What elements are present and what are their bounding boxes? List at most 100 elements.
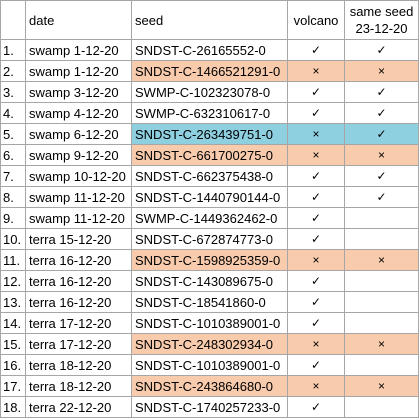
header-cell-volcano[interactable]: volcano xyxy=(287,0,345,40)
cell-row-number[interactable]: 7. xyxy=(0,165,26,187)
cell-same-seed[interactable]: × xyxy=(344,60,419,82)
cell-date[interactable]: swamp 11-12-20 xyxy=(25,207,132,229)
cell-seed[interactable]: SNDST-C-1466521291-0 xyxy=(131,60,288,82)
cell-volcano[interactable]: ✓ xyxy=(287,270,345,292)
cell-date[interactable]: terra 17-12-20 xyxy=(25,312,132,334)
cell-volcano[interactable]: ✓ xyxy=(287,165,345,187)
cell-date[interactable]: terra 17-12-20 xyxy=(25,333,132,355)
cell-date[interactable]: swamp 1-12-20 xyxy=(25,60,132,82)
cell-same-seed[interactable]: ✓ xyxy=(344,39,419,61)
cell-date[interactable]: swamp 1-12-20 xyxy=(25,39,132,61)
cell-date[interactable]: swamp 4-12-20 xyxy=(25,102,132,124)
cell-same-seed[interactable]: ✓ xyxy=(344,165,419,187)
cell-volcano[interactable]: ✓ xyxy=(287,207,345,229)
cell-same-seed[interactable]: × xyxy=(344,333,419,355)
cell-date[interactable]: swamp 3-12-20 xyxy=(25,81,132,103)
cell-same-seed[interactable]: × xyxy=(344,249,419,271)
cell-same-seed[interactable] xyxy=(344,270,419,292)
cell-seed[interactable]: SNDST-C-263439751-0 xyxy=(131,123,288,145)
cell-seed[interactable]: SNDST-C-1010389001-0 xyxy=(131,312,288,334)
header-cell-seed[interactable]: seed xyxy=(131,0,288,40)
cell-seed[interactable]: SNDST-C-1740257233-0 xyxy=(131,396,288,418)
cell-volcano[interactable]: × xyxy=(287,60,345,82)
cell-row-number[interactable]: 12. xyxy=(0,270,26,292)
cell-volcano[interactable]: ✓ xyxy=(287,354,345,376)
cell-seed[interactable]: SNDST-C-661700275-0 xyxy=(131,144,288,166)
cell-seed[interactable]: SWMP-C-1449362462-0 xyxy=(131,207,288,229)
cell-date[interactable]: terra 18-12-20 xyxy=(25,375,132,397)
cell-volcano[interactable]: ✓ xyxy=(287,102,345,124)
cell-row-number[interactable]: 18. xyxy=(0,396,26,418)
cell-seed[interactable]: SNDST-C-672874773-0 xyxy=(131,228,288,250)
cell-row-number[interactable]: 17. xyxy=(0,375,26,397)
cell-row-number[interactable]: 1. xyxy=(0,39,26,61)
cell-date[interactable]: terra 18-12-20 xyxy=(25,354,132,376)
cell-same-seed[interactable]: ✓ xyxy=(344,102,419,124)
cell-volcano[interactable]: × xyxy=(287,144,345,166)
cell-seed[interactable]: SNDST-C-143089675-0 xyxy=(131,270,288,292)
cell-row-number[interactable]: 16. xyxy=(0,354,26,376)
cell-volcano[interactable]: ✓ xyxy=(287,396,345,418)
table-row: 18. terra 22-12-20 SNDST-C-1740257233-0 ✓ xyxy=(0,396,419,418)
cell-row-number[interactable]: 2. xyxy=(0,60,26,82)
cell-seed[interactable]: SNDST-C-243864680-0 xyxy=(131,375,288,397)
cell-seed[interactable]: SNDST-C-248302934-0 xyxy=(131,333,288,355)
cell-same-seed[interactable] xyxy=(344,396,419,418)
cell-volcano[interactable]: ✓ xyxy=(287,186,345,208)
cell-row-number[interactable]: 5. xyxy=(0,123,26,145)
cell-row-number[interactable]: 11. xyxy=(0,249,26,271)
cell-date[interactable]: swamp 9-12-20 xyxy=(25,144,132,166)
cell-seed[interactable]: SNDST-C-1440790144-0 xyxy=(131,186,288,208)
cell-volcano[interactable]: × xyxy=(287,333,345,355)
table-row: 10. terra 15-12-20 SNDST-C-672874773-0 ✓ xyxy=(0,228,419,250)
cell-volcano[interactable]: ✓ xyxy=(287,228,345,250)
cell-date[interactable]: swamp 6-12-20 xyxy=(25,123,132,145)
cell-date[interactable]: terra 16-12-20 xyxy=(25,270,132,292)
cell-row-number[interactable]: 3. xyxy=(0,81,26,103)
cell-same-seed[interactable]: ✓ xyxy=(344,81,419,103)
cell-same-seed[interactable]: × xyxy=(344,144,419,166)
cell-same-seed[interactable] xyxy=(344,228,419,250)
header-cell-date[interactable]: date xyxy=(25,0,132,40)
cell-volcano[interactable]: ✓ xyxy=(287,39,345,61)
cell-same-seed[interactable] xyxy=(344,207,419,229)
cell-volcano[interactable]: ✓ xyxy=(287,81,345,103)
cell-volcano[interactable]: × xyxy=(287,375,345,397)
cell-date[interactable]: terra 16-12-20 xyxy=(25,291,132,313)
cell-volcano[interactable]: ✓ xyxy=(287,291,345,313)
header-same-seed-label: same seed xyxy=(349,4,414,19)
cell-row-number[interactable]: 13. xyxy=(0,291,26,313)
cell-seed[interactable]: SWMP-C-102323078-0 xyxy=(131,81,288,103)
cell-volcano[interactable]: × xyxy=(287,249,345,271)
cell-seed[interactable]: SNDST-C-662375438-0 xyxy=(131,165,288,187)
cell-date[interactable]: terra 22-12-20 xyxy=(25,396,132,418)
cell-same-seed[interactable]: ✓ xyxy=(344,123,419,145)
cell-row-number[interactable]: 4. xyxy=(0,102,26,124)
header-cell-same-seed[interactable]: same seed 23-12-20 xyxy=(344,0,419,40)
cell-same-seed[interactable] xyxy=(344,354,419,376)
cell-row-number[interactable]: 6. xyxy=(0,144,26,166)
cell-seed[interactable]: SWMP-C-632310617-0 xyxy=(131,102,288,124)
cell-row-number[interactable]: 9. xyxy=(0,207,26,229)
cell-seed[interactable]: SNDST-C-26165552-0 xyxy=(131,39,288,61)
cell-row-number[interactable]: 8. xyxy=(0,186,26,208)
cell-row-number[interactable]: 14. xyxy=(0,312,26,334)
cell-same-seed[interactable]: × xyxy=(344,375,419,397)
table-row: 13. terra 16-12-20 SNDST-C-18541860-0 ✓ xyxy=(0,291,419,313)
table-row: 2. swamp 1-12-20 SNDST-C-1466521291-0 × × xyxy=(0,60,419,82)
cell-volcano[interactable]: × xyxy=(287,123,345,145)
cell-volcano[interactable]: ✓ xyxy=(287,312,345,334)
cell-seed[interactable]: SNDST-C-1010389001-0 xyxy=(131,354,288,376)
cell-same-seed[interactable] xyxy=(344,291,419,313)
cell-seed[interactable]: SNDST-C-1598925359-0 xyxy=(131,249,288,271)
cell-same-seed[interactable]: ✓ xyxy=(344,186,419,208)
cell-date[interactable]: terra 16-12-20 xyxy=(25,249,132,271)
cell-date[interactable]: terra 15-12-20 xyxy=(25,228,132,250)
cell-date[interactable]: swamp 10-12-20 xyxy=(25,165,132,187)
cell-seed[interactable]: SNDST-C-18541860-0 xyxy=(131,291,288,313)
cell-row-number[interactable]: 10. xyxy=(0,228,26,250)
cell-date[interactable]: swamp 11-12-20 xyxy=(25,186,132,208)
cell-row-number[interactable]: 15. xyxy=(0,333,26,355)
header-cell-number[interactable] xyxy=(0,0,26,40)
cell-same-seed[interactable] xyxy=(344,312,419,334)
